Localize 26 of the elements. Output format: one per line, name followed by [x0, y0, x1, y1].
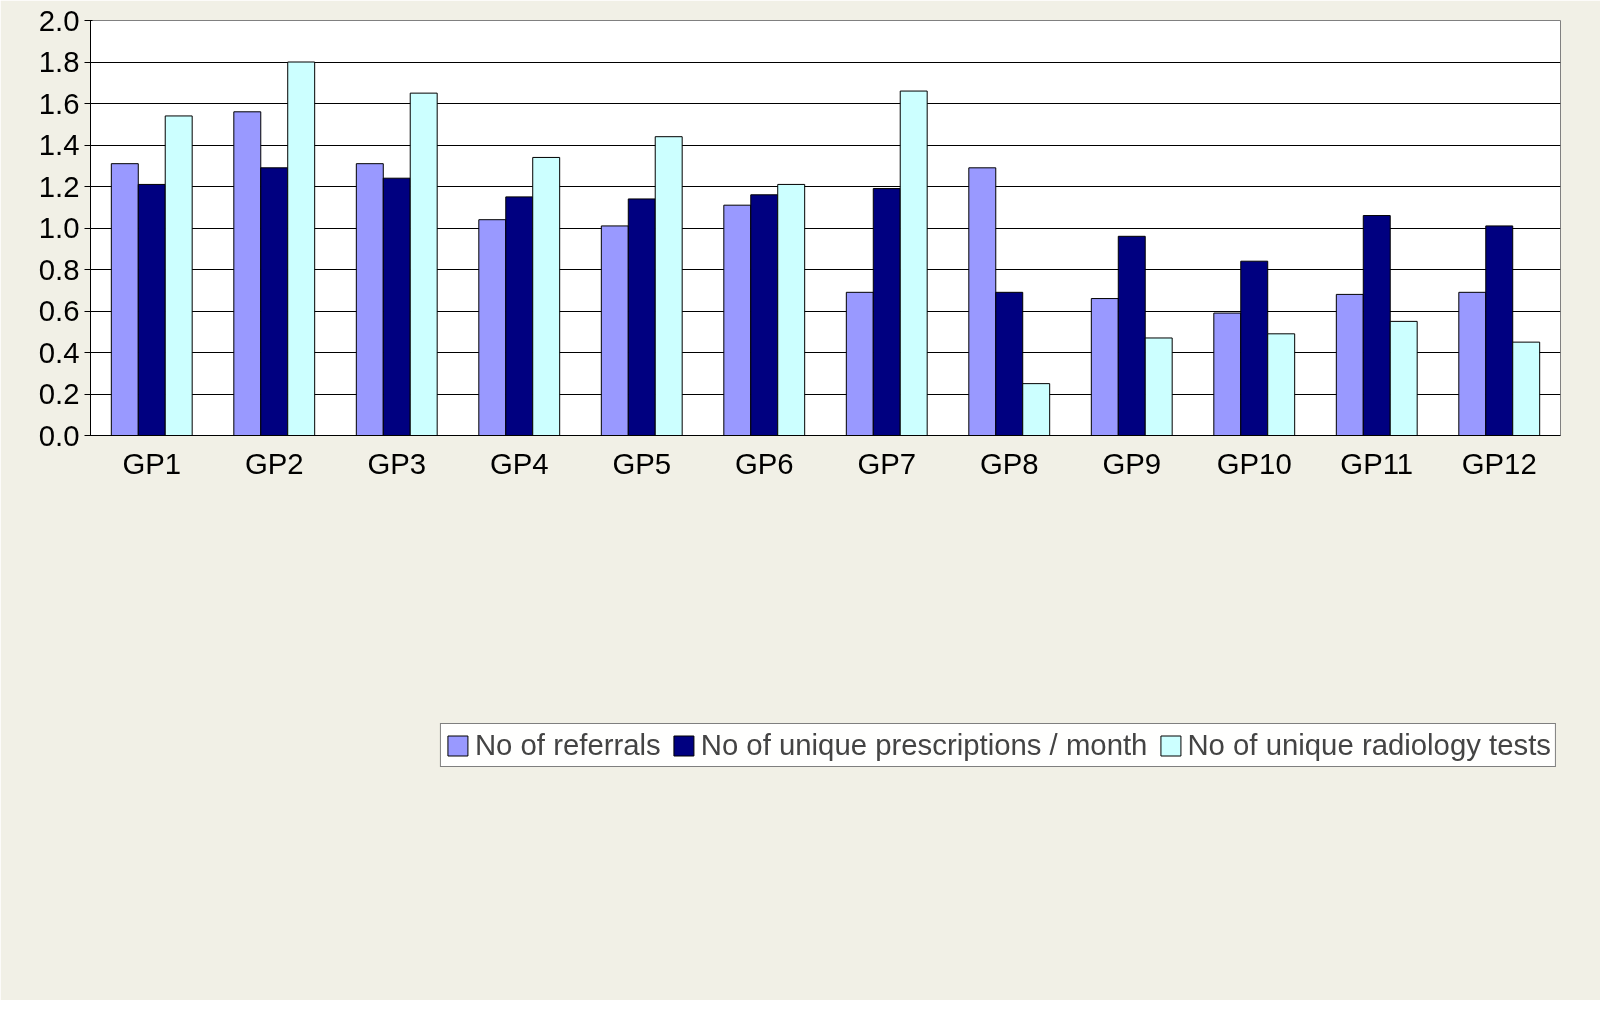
- y-tick-label: 0.0: [38, 418, 80, 452]
- y-tick-label: 2.0: [38, 3, 80, 37]
- x-tick-label: GP7: [857, 446, 917, 480]
- legend-label: No of unique prescriptions / month: [700, 728, 1148, 762]
- x-tick-label: GP3: [367, 446, 427, 480]
- x-tick-label: GP5: [612, 446, 672, 480]
- x-tick-label: GP10: [1216, 446, 1292, 480]
- y-tick-label: 1.2: [38, 169, 80, 203]
- x-tick-label: GP12: [1461, 446, 1537, 480]
- x-tick-label: GP9: [1102, 446, 1162, 480]
- x-tick-label: GP8: [979, 446, 1039, 480]
- x-tick-label: GP11: [1340, 446, 1414, 480]
- y-tick-label: 0.6: [38, 294, 80, 327]
- y-tick-label: 1.0: [38, 211, 80, 244]
- legend-label: No of unique radiology tests: [1187, 728, 1551, 762]
- legend-label: No of referrals: [474, 728, 661, 762]
- y-tick-label: 0.8: [38, 252, 80, 286]
- y-tick-label: 1.8: [38, 45, 80, 78]
- x-tick-label: GP1: [122, 446, 182, 480]
- x-tick-label: GP2: [244, 446, 304, 480]
- x-tick-label: GP4: [489, 446, 549, 480]
- y-tick-label: 1.6: [38, 86, 80, 120]
- y-tick-label: 0.4: [38, 335, 80, 369]
- x-tick-label: GP6: [734, 446, 794, 480]
- y-tick-label: 0.2: [38, 377, 80, 410]
- y-tick-label: 1.4: [38, 128, 80, 161]
